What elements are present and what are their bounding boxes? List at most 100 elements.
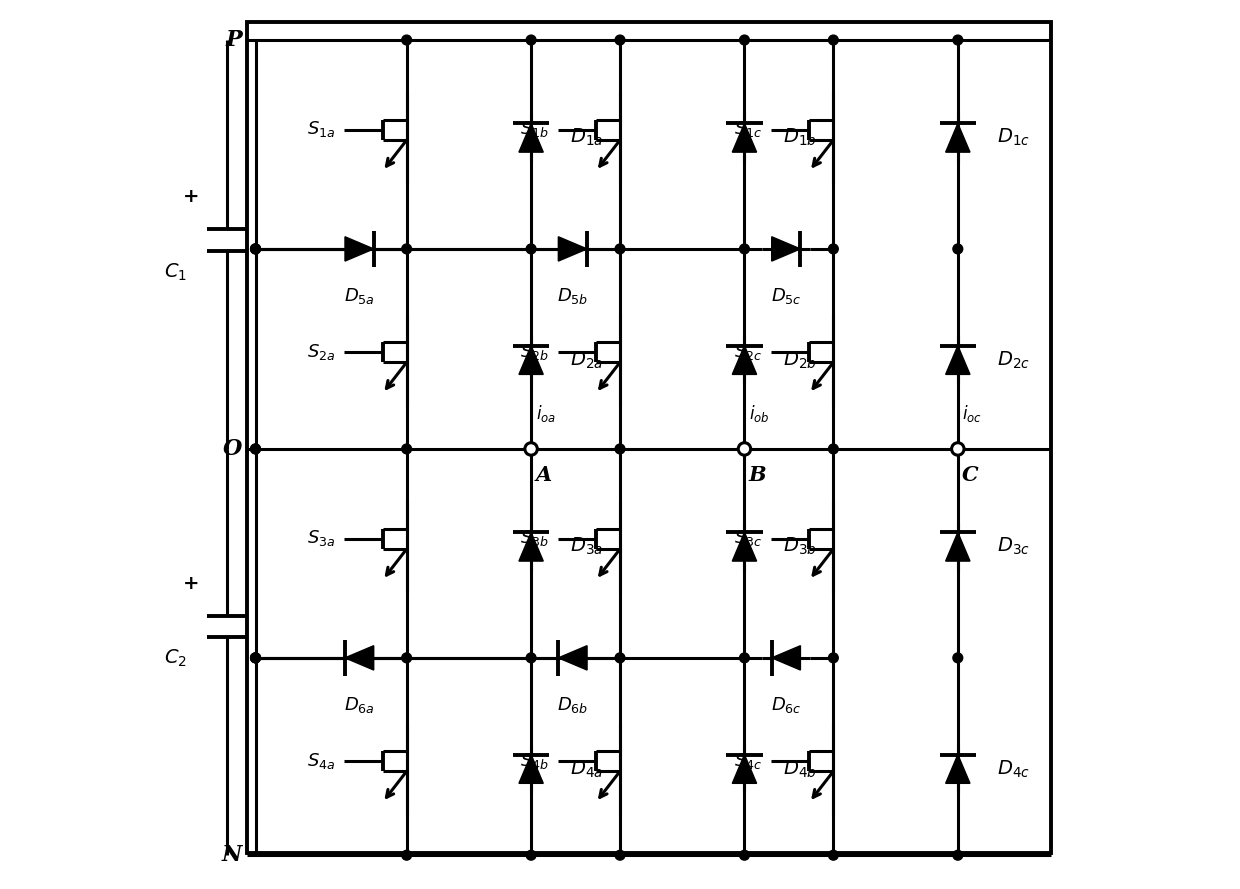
Text: $D_{4a}$: $D_{4a}$	[570, 758, 603, 780]
Circle shape	[525, 443, 537, 455]
Text: $D_{4c}$: $D_{4c}$	[997, 758, 1029, 780]
Circle shape	[250, 653, 260, 663]
Text: +: +	[182, 188, 200, 206]
Polygon shape	[345, 645, 373, 670]
Text: $S_{1c}$: $S_{1c}$	[734, 119, 763, 140]
Text: A: A	[536, 465, 552, 485]
Polygon shape	[771, 645, 801, 670]
Circle shape	[526, 244, 536, 254]
Text: $D_{5c}$: $D_{5c}$	[771, 286, 801, 306]
Text: $S_{1a}$: $S_{1a}$	[308, 119, 335, 140]
Circle shape	[952, 653, 962, 663]
Text: $i_{oa}$: $i_{oa}$	[536, 403, 556, 424]
Polygon shape	[518, 346, 543, 374]
Circle shape	[526, 35, 536, 45]
Circle shape	[739, 850, 749, 861]
Text: P: P	[226, 29, 242, 51]
Text: $i_{oc}$: $i_{oc}$	[962, 403, 982, 424]
Circle shape	[739, 653, 749, 663]
Circle shape	[526, 850, 536, 861]
Text: $D_{6c}$: $D_{6c}$	[771, 695, 801, 715]
Text: $i_{ob}$: $i_{ob}$	[749, 403, 770, 424]
Text: $D_{4b}$: $D_{4b}$	[784, 758, 817, 780]
Text: $D_{2a}$: $D_{2a}$	[570, 349, 603, 371]
Polygon shape	[345, 236, 373, 261]
Text: $D_{3c}$: $D_{3c}$	[997, 536, 1029, 557]
Polygon shape	[518, 124, 543, 152]
Circle shape	[402, 444, 412, 453]
Polygon shape	[733, 346, 756, 374]
Circle shape	[250, 444, 260, 453]
Text: $D_{2b}$: $D_{2b}$	[784, 349, 817, 371]
Text: N: N	[222, 845, 242, 866]
Circle shape	[951, 443, 963, 455]
Polygon shape	[733, 124, 756, 152]
Circle shape	[828, 850, 838, 861]
Circle shape	[828, 244, 838, 254]
Circle shape	[615, 850, 625, 861]
Circle shape	[402, 35, 412, 45]
Text: $D_{1c}$: $D_{1c}$	[997, 127, 1029, 148]
Text: $S_{1b}$: $S_{1b}$	[520, 119, 549, 140]
Text: $D_{1a}$: $D_{1a}$	[570, 127, 603, 148]
Text: $S_{4a}$: $S_{4a}$	[308, 750, 335, 771]
Text: $C_2$: $C_2$	[164, 648, 187, 669]
Circle shape	[952, 444, 962, 453]
Text: O: O	[223, 438, 242, 460]
Circle shape	[739, 35, 749, 45]
Polygon shape	[771, 236, 801, 261]
Text: $D_{3a}$: $D_{3a}$	[570, 536, 603, 557]
Text: $S_{3a}$: $S_{3a}$	[308, 528, 335, 549]
Text: $D_{5b}$: $D_{5b}$	[557, 286, 588, 306]
Circle shape	[402, 850, 412, 861]
Text: $D_{1b}$: $D_{1b}$	[784, 127, 817, 148]
Circle shape	[738, 443, 750, 455]
Text: $D_{5a}$: $D_{5a}$	[343, 286, 374, 306]
Circle shape	[828, 444, 838, 453]
Polygon shape	[558, 645, 587, 670]
Circle shape	[250, 244, 260, 254]
Circle shape	[250, 244, 260, 254]
Circle shape	[739, 244, 749, 254]
Text: $S_{3b}$: $S_{3b}$	[520, 528, 549, 549]
Circle shape	[952, 35, 962, 45]
Polygon shape	[518, 533, 543, 561]
Text: $D_{6b}$: $D_{6b}$	[557, 695, 588, 715]
Text: $S_{4b}$: $S_{4b}$	[520, 750, 549, 771]
Text: $D_{3b}$: $D_{3b}$	[784, 536, 817, 557]
Circle shape	[250, 653, 260, 663]
Circle shape	[615, 444, 625, 453]
Text: $D_{6a}$: $D_{6a}$	[343, 695, 374, 715]
Polygon shape	[946, 533, 970, 561]
Circle shape	[526, 444, 536, 453]
Text: $C_1$: $C_1$	[164, 261, 187, 283]
Text: $S_{2b}$: $S_{2b}$	[520, 341, 549, 362]
Text: $S_{3c}$: $S_{3c}$	[734, 528, 763, 549]
Circle shape	[739, 444, 749, 453]
Text: $D_{2c}$: $D_{2c}$	[997, 349, 1029, 371]
Circle shape	[615, 244, 625, 254]
Circle shape	[828, 35, 838, 45]
Text: C: C	[962, 465, 978, 485]
Text: $S_{2a}$: $S_{2a}$	[308, 341, 335, 362]
Text: $S_{2c}$: $S_{2c}$	[734, 341, 763, 362]
Circle shape	[615, 653, 625, 663]
Circle shape	[952, 850, 962, 861]
Polygon shape	[558, 236, 587, 261]
Polygon shape	[733, 533, 756, 561]
Circle shape	[402, 244, 412, 254]
Circle shape	[526, 653, 536, 663]
Text: $S_{4c}$: $S_{4c}$	[734, 750, 763, 771]
Text: +: +	[182, 575, 200, 593]
Polygon shape	[518, 755, 543, 783]
Circle shape	[615, 35, 625, 45]
Polygon shape	[733, 755, 756, 783]
Polygon shape	[946, 124, 970, 152]
Circle shape	[250, 444, 260, 453]
Text: B: B	[749, 465, 766, 485]
Polygon shape	[946, 755, 970, 783]
Circle shape	[250, 244, 260, 254]
Circle shape	[402, 653, 412, 663]
Polygon shape	[946, 346, 970, 374]
Circle shape	[250, 653, 260, 663]
